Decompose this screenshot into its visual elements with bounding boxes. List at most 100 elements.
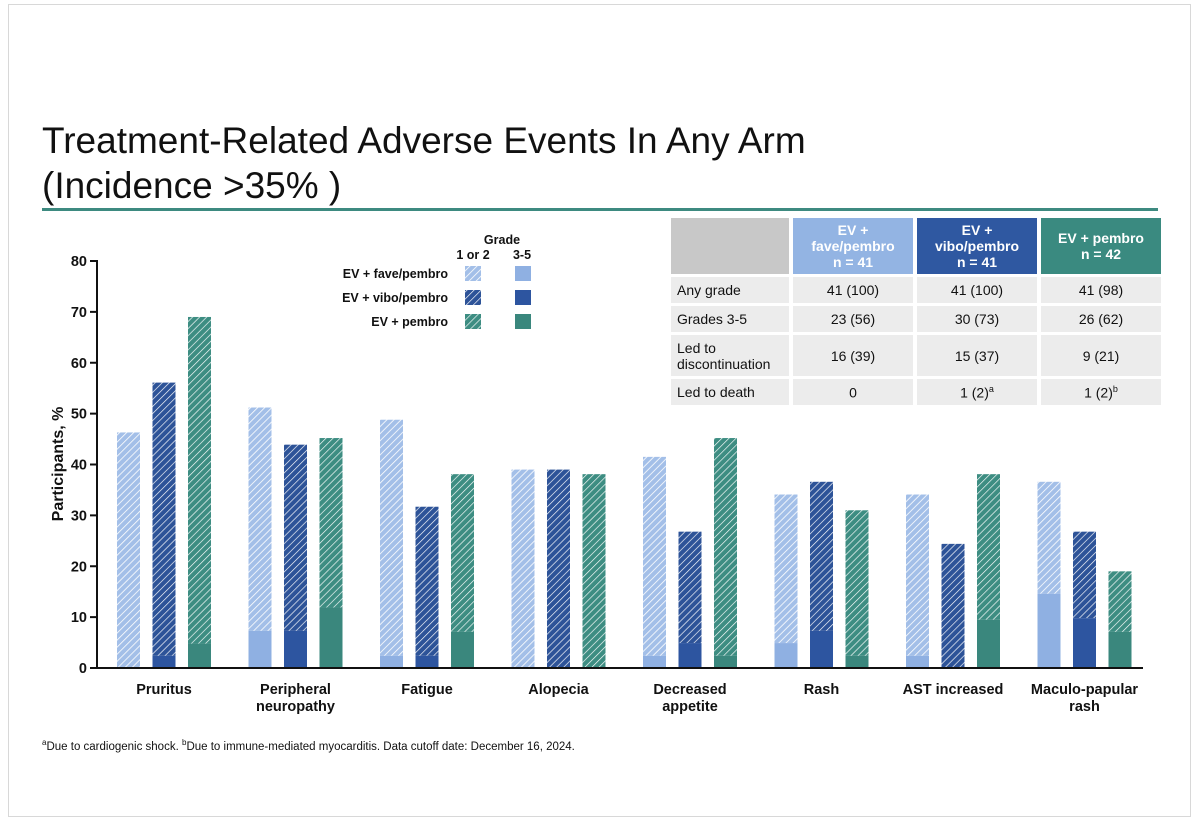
row-label: Grades 3-5	[671, 306, 789, 332]
bar-fave-pembro-grade3-5	[906, 655, 929, 668]
cell-value-text: 0	[849, 384, 857, 401]
bar-fave-pembro-grade1-2	[117, 432, 140, 668]
footnote-marker: b	[1112, 383, 1118, 394]
x-tick-label: Rash	[804, 682, 839, 698]
x-tick-label: Decreased appetite	[653, 682, 726, 715]
cell-value: 41 (98)	[1041, 277, 1161, 303]
bar-fave-pembro-grade1-2	[643, 456, 666, 656]
bar-vibo-pembro-grade1-2	[678, 531, 702, 644]
bar-vibo-pembro-grade3-5	[152, 655, 176, 668]
table-row: Grades 3-5 23 (56) 30 (73) 26 (62)	[671, 306, 1161, 332]
cell-value: 23 (56)	[793, 306, 913, 332]
x-tick-label: Maculo-papular rash	[1031, 682, 1139, 715]
title-divider	[42, 208, 1158, 211]
cell-value: 30 (73)	[917, 306, 1037, 332]
x-tick-label: Alopecia	[528, 682, 589, 698]
legend-swatch-solid	[515, 290, 531, 305]
bar-ev-pembro-grade3-5	[845, 655, 869, 668]
x-tick-label: Fatigue	[401, 682, 453, 698]
y-tick-label: 60	[71, 356, 87, 372]
cell-value: 9 (21)	[1041, 335, 1161, 376]
bar-vibo-pembro-grade1-2	[1073, 531, 1096, 619]
bar-vibo-pembro-grade1-2	[284, 444, 307, 631]
table-row: Led to death 0 1 (2)a 1 (2)b	[671, 379, 1161, 405]
table-corner-cell	[671, 218, 789, 274]
cell-value: 1 (2)b	[1041, 379, 1161, 405]
bar-vibo-pembro-grade1-2	[415, 506, 439, 656]
bar-vibo-pembro-grade1-2	[810, 481, 833, 631]
legend-col-grade3-5: 3-5	[513, 248, 531, 262]
y-tick-label: 70	[71, 305, 87, 321]
legend-swatch-hatched	[465, 266, 481, 281]
bar-fave-pembro-grade3-5	[774, 643, 798, 668]
cell-value: 41 (100)	[793, 277, 913, 303]
bar-fave-pembro-grade3-5	[248, 630, 272, 668]
bar-ev-pembro-grade3-5	[977, 619, 1000, 668]
bar-fave-pembro-grade1-2	[1037, 481, 1061, 594]
y-tick-label: 80	[71, 254, 87, 270]
bar-fave-pembro-grade1-2	[380, 419, 403, 656]
slide-title: Treatment-Related Adverse Events In Any …	[42, 118, 806, 208]
bar-ev-pembro-grade1-2	[714, 438, 737, 656]
cell-value: 1 (2)a	[917, 379, 1037, 405]
bar-ev-pembro-grade1-2	[1108, 571, 1132, 632]
bar-ev-pembro-grade3-5	[714, 655, 737, 668]
row-label: Led to discontinuation	[671, 335, 789, 376]
bar-vibo-pembro-grade3-5	[284, 630, 307, 668]
legend-grade-header: Grade	[484, 233, 520, 247]
bar-fave-pembro-grade1-2	[511, 469, 535, 668]
table-header-fave-pembro: EV + fave/pembro n = 41	[793, 218, 913, 274]
bar-fave-pembro-grade3-5	[643, 655, 666, 668]
legend-label-vibo-pembro: EV + vibo/pembro	[342, 291, 448, 305]
table-header-vibo-pembro: EV + vibo/pembro n = 41	[917, 218, 1037, 274]
cell-value-text: 1 (2)	[960, 384, 989, 401]
legend-label-ev-pembro: EV + pembro	[371, 315, 448, 329]
x-tick-label: AST increased	[903, 682, 1004, 698]
legend-col-grade1-2: 1 or 2	[456, 248, 489, 262]
cell-value: 41 (100)	[917, 277, 1037, 303]
bar-ev-pembro-grade3-5	[451, 631, 474, 668]
bar-vibo-pembro-grade1-2	[547, 469, 570, 668]
cell-value-text: 1 (2)	[1084, 384, 1113, 401]
legend-swatch-solid	[515, 314, 531, 329]
y-tick-label: 30	[71, 508, 87, 524]
table-row: Led to discontinuation 16 (39) 15 (37) 9 …	[671, 335, 1161, 376]
bar-fave-pembro-grade1-2	[906, 494, 929, 656]
bar-vibo-pembro-grade3-5	[415, 655, 439, 668]
footnote-text-a: Due to cardiogenic shock.	[46, 740, 182, 753]
bar-ev-pembro-grade1-2	[188, 316, 211, 644]
y-tick-label: 0	[79, 661, 87, 677]
summary-table: EV + fave/pembro n = 41 EV + vibo/pembro n =…	[667, 215, 1165, 408]
bar-vibo-pembro-grade3-5	[678, 643, 702, 668]
row-label: Led to death	[671, 379, 789, 405]
table-row: Any grade 41 (100) 41 (100) 41 (98)	[671, 277, 1161, 303]
footnote-marker: a	[988, 383, 994, 394]
bar-ev-pembro-grade3-5	[1108, 631, 1132, 668]
x-tick-label: Pruritus	[136, 682, 192, 698]
footnote: aDue to cardiogenic shock. bDue to immun…	[42, 738, 575, 753]
footnote-mark-b: b	[181, 738, 187, 747]
footnote-text-b: Due to immune-mediated myocarditis. Data…	[186, 740, 575, 753]
table-header-row: EV + fave/pembro n = 41 EV + vibo/pembro n =…	[671, 218, 1161, 274]
bar-ev-pembro-grade1-2	[845, 510, 869, 656]
cell-value: 15 (37)	[917, 335, 1037, 376]
legend-swatch-hatched	[465, 314, 481, 329]
bar-fave-pembro-grade3-5	[1037, 593, 1061, 668]
bar-ev-pembro-grade1-2	[319, 438, 343, 608]
row-label: Any grade	[671, 277, 789, 303]
bar-ev-pembro-grade3-5	[319, 607, 343, 668]
bar-fave-pembro-grade1-2	[774, 494, 798, 644]
bar-vibo-pembro-grade3-5	[1073, 618, 1096, 668]
cell-value: 16 (39)	[793, 335, 913, 376]
cell-value: 0	[793, 379, 913, 405]
bar-ev-pembro-grade1-2	[582, 474, 606, 668]
y-tick-label: 20	[71, 559, 87, 575]
slide-title-line2: (Incidence >35% )	[42, 165, 342, 206]
y-axis-label: Participants, %	[50, 407, 67, 522]
bar-vibo-pembro-grade3-5	[810, 630, 833, 668]
bar-vibo-pembro-grade1-2	[941, 543, 965, 668]
bar-ev-pembro-grade1-2	[451, 474, 474, 632]
bar-vibo-pembro-grade1-2	[152, 382, 176, 656]
y-tick-label: 50	[71, 407, 87, 423]
